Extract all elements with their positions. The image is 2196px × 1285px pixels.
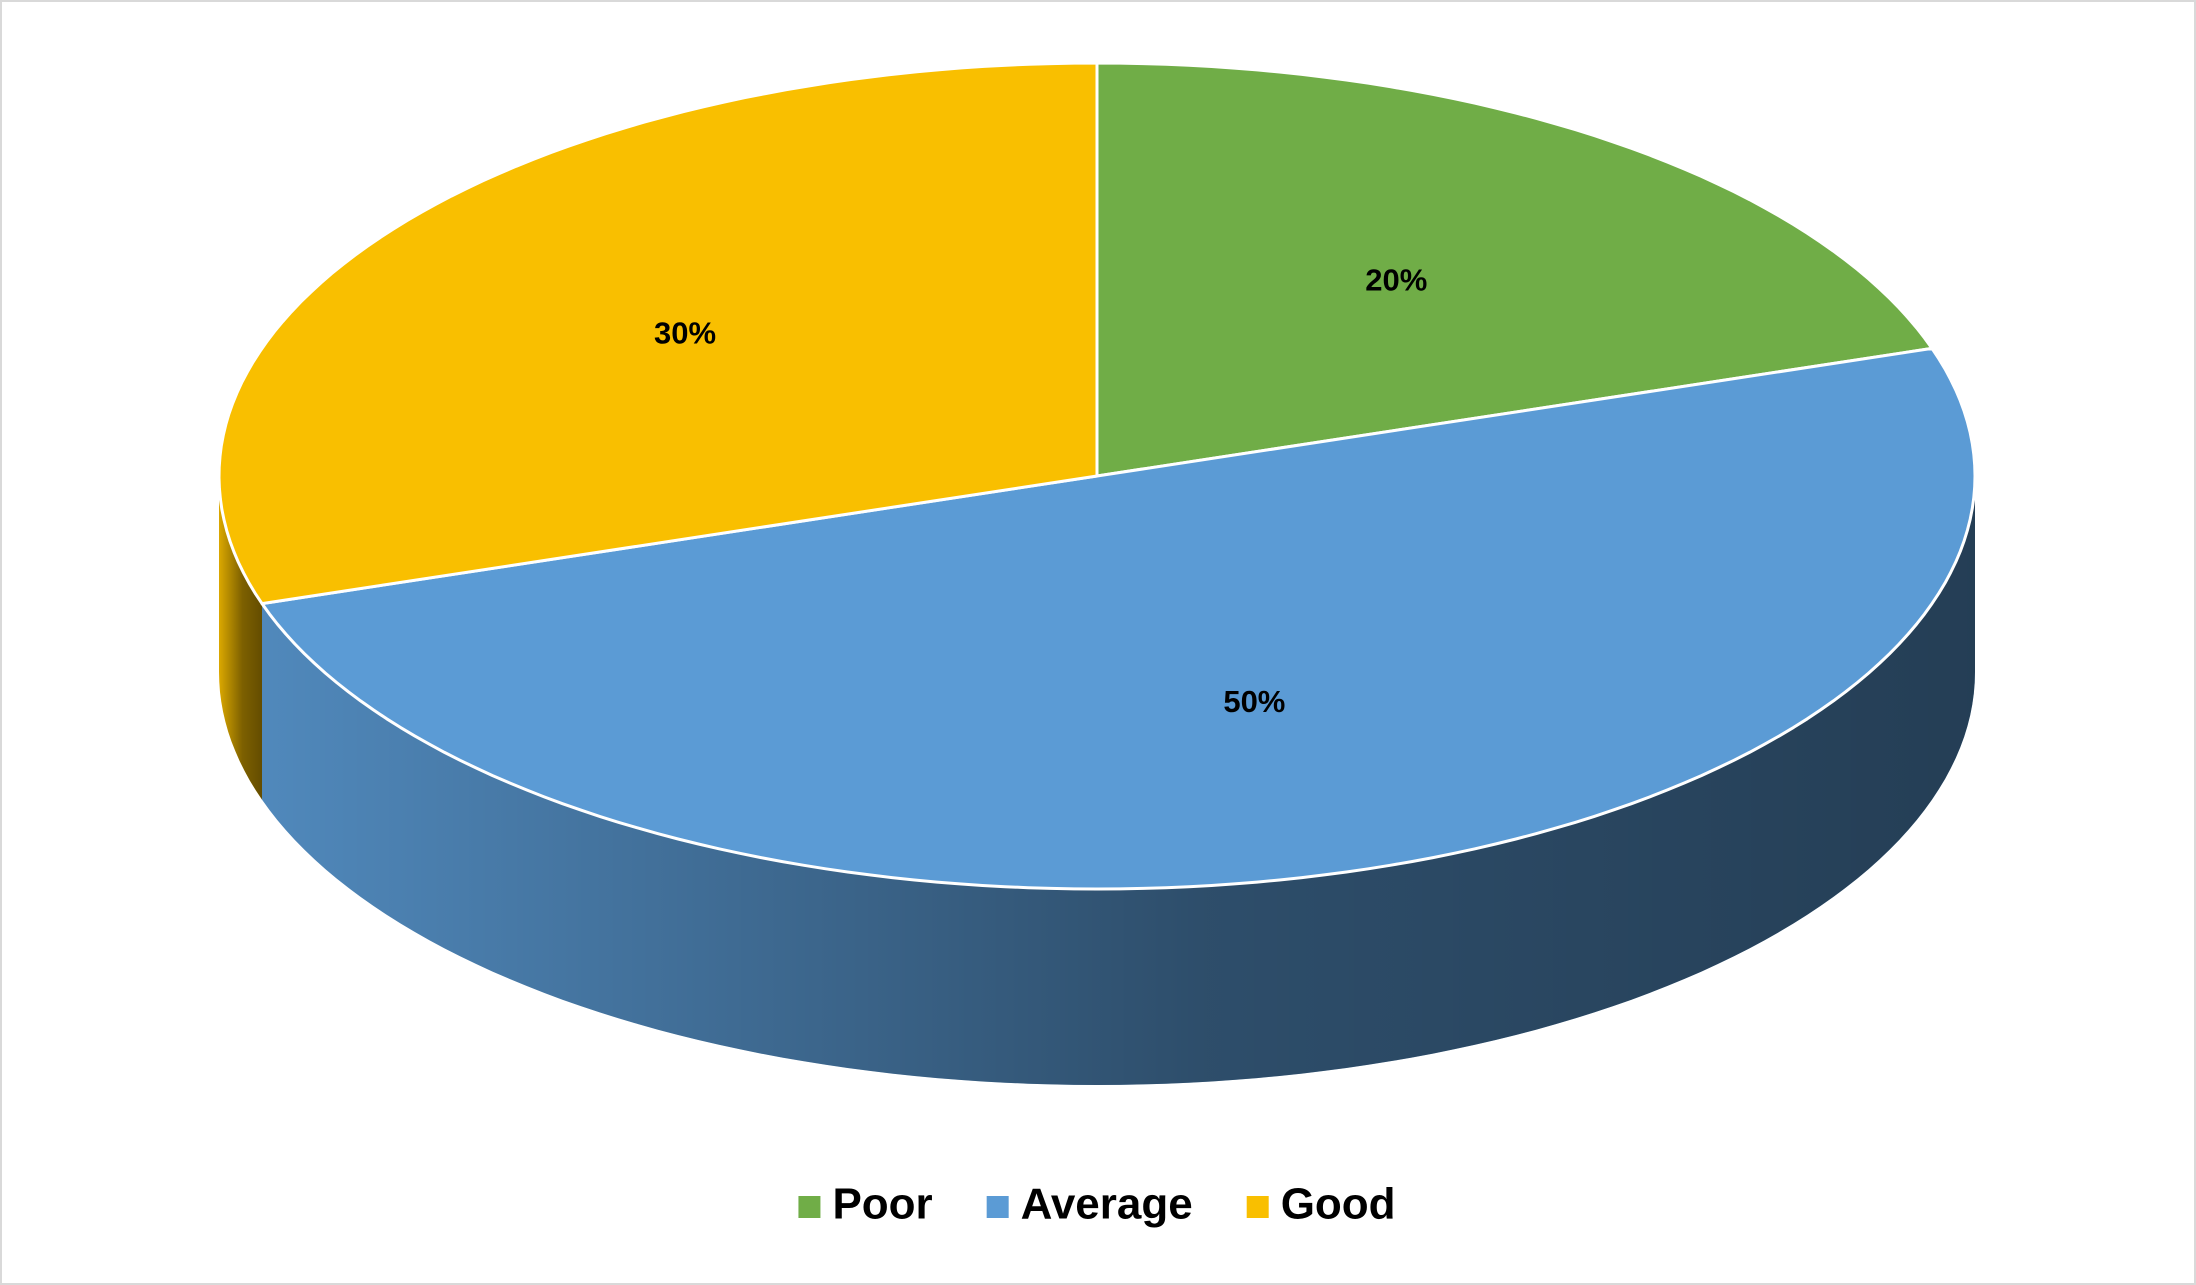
- data-label: 30%: [654, 315, 716, 350]
- slice: [260, 346, 1977, 891]
- data-label: 20%: [1365, 262, 1427, 297]
- legend-label: Good: [1281, 1180, 1396, 1229]
- data-label: 50%: [1223, 684, 1285, 719]
- legend-swatch: [1246, 1196, 1269, 1218]
- slice: [1095, 61, 1934, 478]
- legend-swatch: [798, 1196, 821, 1218]
- legend: Poor Average Good: [798, 1180, 1396, 1229]
- slice: [217, 61, 1099, 606]
- legend-swatch: [986, 1196, 1009, 1218]
- slice-side-shade: [219, 476, 262, 800]
- legend-label: Poor: [832, 1180, 932, 1229]
- legend-label: Average: [1021, 1180, 1193, 1229]
- slice-side-shade: [262, 476, 1975, 1085]
